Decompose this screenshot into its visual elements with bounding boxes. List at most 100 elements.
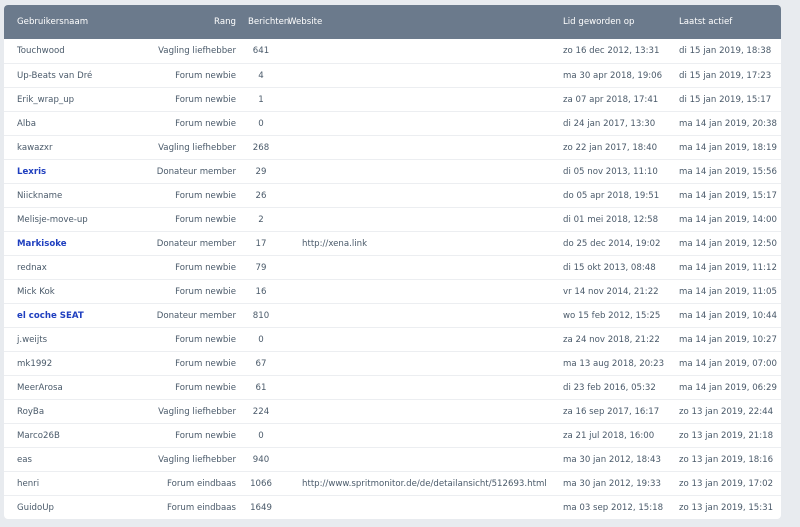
- last-active-date: di 15 jan 2019, 15:17: [679, 95, 772, 105]
- table-row: Erik_wrap_up Forum newbie 1 za 07 apr 2018,…: [4, 87, 781, 111]
- last-active-date: zo 13 jan 2019, 21:18: [679, 431, 774, 441]
- posts-count: 16: [255, 287, 267, 297]
- table-row: el coche SEAT Donateur member 810 wo 15 feb…: [4, 303, 781, 327]
- username-link[interactable]: eas: [17, 455, 33, 465]
- rank-label: Donateur member: [156, 311, 236, 321]
- joined-date: vr 14 nov 2014, 21:22: [563, 287, 659, 297]
- website-link[interactable]: http://www.spritmonitor.de/de/detailansi…: [302, 479, 547, 489]
- rank-label: Forum newbie: [175, 431, 236, 441]
- column-header-last-active[interactable]: Laatst actief: [679, 17, 733, 27]
- username-link[interactable]: Erik_wrap_up: [17, 95, 75, 105]
- table-row: mk1992 Forum newbie 67 ma 13 aug 2018, 20:2…: [4, 351, 781, 375]
- last-active-date: ma 14 jan 2019, 07:00: [679, 359, 777, 369]
- rank-label: Forum newbie: [175, 191, 236, 201]
- username-link[interactable]: Mick Kok: [17, 287, 55, 297]
- posts-count: 4: [258, 71, 264, 81]
- rank-label: Forum newbie: [175, 287, 236, 297]
- username-link[interactable]: kawazxr: [17, 143, 53, 153]
- posts-count: 224: [252, 407, 270, 417]
- last-active-date: zo 13 jan 2019, 22:44: [679, 407, 774, 417]
- joined-date: ma 03 sep 2012, 15:18: [563, 503, 664, 513]
- table-row: eas Vagling liefhebber 940 ma 30 jan 2012, …: [4, 447, 781, 471]
- rank-label: Vagling liefhebber: [158, 46, 236, 56]
- rank-label: Forum newbie: [175, 383, 236, 393]
- column-header-joined[interactable]: Lid geworden op: [563, 17, 635, 27]
- username-link[interactable]: henri: [17, 479, 40, 489]
- joined-date: di 24 jan 2017, 13:30: [563, 119, 656, 129]
- last-active-date: ma 14 jan 2019, 15:17: [679, 191, 777, 201]
- rank-label: Forum newbie: [175, 335, 236, 345]
- table-row: RoyBa Vagling liefhebber 224 za 16 sep 2017…: [4, 399, 781, 423]
- table-row: Marco26B Forum newbie 0 za 21 jul 2018, 16:…: [4, 423, 781, 447]
- posts-count: 67: [255, 359, 267, 369]
- last-active-date: ma 14 jan 2019, 11:12: [679, 263, 777, 273]
- website-link[interactable]: http://xena.link: [302, 239, 368, 249]
- joined-date: ma 30 jan 2012, 19:33: [563, 479, 661, 489]
- rank-label: Vagling liefhebber: [158, 407, 236, 417]
- joined-date: za 16 sep 2017, 16:17: [563, 407, 660, 417]
- username-link[interactable]: MeerArosa: [17, 383, 63, 393]
- table-row: j.weijts Forum newbie 0 za 24 nov 2018, 21:…: [4, 327, 781, 351]
- posts-count: 2: [258, 215, 264, 225]
- username-link[interactable]: RoyBa: [17, 407, 45, 417]
- username-link[interactable]: GuidoUp: [17, 503, 54, 513]
- username-link[interactable]: el coche SEAT: [17, 311, 84, 321]
- posts-count: 29: [255, 167, 267, 177]
- username-link[interactable]: Niickname: [17, 191, 63, 201]
- username-link[interactable]: Lexris: [17, 167, 47, 177]
- column-header-website[interactable]: Website: [288, 17, 323, 27]
- joined-date: ma 30 apr 2018, 19:06: [563, 71, 663, 81]
- table-row: Mick Kok Forum newbie 16 vr 14 nov 2014, 21…: [4, 279, 781, 303]
- column-header-posts[interactable]: Berichten: [248, 17, 290, 27]
- username-link[interactable]: Marco26B: [17, 431, 60, 441]
- last-active-date: ma 14 jan 2019, 10:44: [679, 311, 777, 321]
- last-active-date: zo 13 jan 2019, 17:02: [679, 479, 774, 489]
- posts-count: 79: [255, 263, 267, 273]
- joined-date: zo 16 dec 2012, 13:31: [563, 46, 660, 56]
- joined-date: di 15 okt 2013, 08:48: [563, 263, 656, 273]
- joined-date: ma 13 aug 2018, 20:23: [563, 359, 665, 369]
- posts-count: 268: [252, 143, 270, 153]
- username-link[interactable]: Alba: [17, 119, 36, 129]
- rank-label: Forum eindbaas: [166, 503, 236, 513]
- username-link[interactable]: Touchwood: [17, 46, 65, 56]
- last-active-date: ma 14 jan 2019, 15:56: [679, 167, 777, 177]
- table-row: Markisoke Donateur member 17 http://xena.li…: [4, 231, 781, 255]
- joined-date: do 25 dec 2014, 19:02: [563, 239, 661, 249]
- rank-label: Forum newbie: [175, 71, 236, 81]
- rank-label: Vagling liefhebber: [158, 455, 236, 465]
- last-active-date: zo 13 jan 2019, 18:16: [679, 455, 774, 465]
- last-active-date: ma 14 jan 2019, 10:27: [679, 335, 777, 345]
- last-active-date: zo 13 jan 2019, 15:31: [679, 503, 774, 513]
- column-header-username[interactable]: Gebruikersnaam: [17, 17, 89, 27]
- last-active-date: ma 14 jan 2019, 11:05: [679, 287, 777, 297]
- table-row: Alba Forum newbie 0 di 24 jan 2017, 13:30 ma…: [4, 111, 781, 135]
- username-link[interactable]: mk1992: [17, 359, 53, 369]
- posts-count: 17: [255, 239, 267, 249]
- table-row: henri Forum eindbaas 1066 http://www.spritm…: [4, 471, 781, 495]
- username-link[interactable]: j.weijts: [17, 335, 48, 345]
- username-link[interactable]: Melisje-move-up: [17, 215, 88, 225]
- username-link[interactable]: rednax: [17, 263, 47, 273]
- rank-label: Forum newbie: [175, 119, 236, 129]
- joined-date: za 07 apr 2018, 17:41: [563, 95, 659, 105]
- joined-date: zo 22 jan 2017, 18:40: [563, 143, 658, 153]
- column-header-rank[interactable]: Rang: [214, 17, 236, 27]
- rank-label: Forum newbie: [175, 263, 236, 273]
- table-row: rednax Forum newbie 79 di 15 okt 2013, 08:4…: [4, 255, 781, 279]
- posts-count: 940: [252, 455, 270, 465]
- member-list-table: Gebruikersnaam Rang Berichten Website Li…: [4, 5, 781, 519]
- last-active-date: di 15 jan 2019, 18:38: [679, 46, 772, 56]
- posts-count: 0: [258, 119, 264, 129]
- joined-date: di 01 mei 2018, 12:58: [563, 215, 659, 225]
- posts-count: 1649: [250, 503, 272, 513]
- rank-label: Forum newbie: [175, 359, 236, 369]
- username-link[interactable]: Markisoke: [17, 239, 67, 249]
- rank-label: Forum newbie: [175, 95, 236, 105]
- table-header: Gebruikersnaam Rang Berichten Website Li…: [4, 5, 781, 39]
- username-link[interactable]: Up-Beats van Dré: [17, 71, 93, 81]
- joined-date: wo 15 feb 2012, 15:25: [563, 311, 661, 321]
- posts-count: 641: [252, 46, 270, 56]
- posts-count: 1066: [250, 479, 272, 489]
- rank-label: Forum eindbaas: [166, 479, 236, 489]
